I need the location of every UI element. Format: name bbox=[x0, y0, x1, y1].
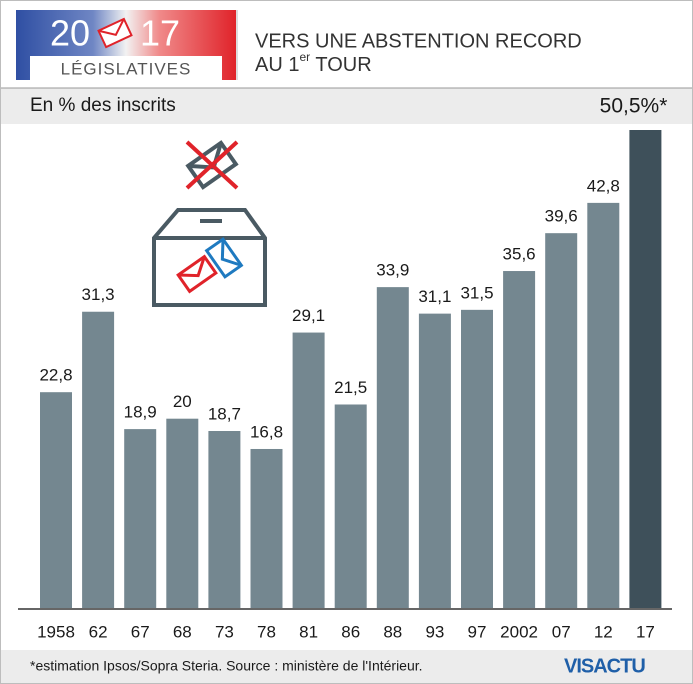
value-label: 18,9 bbox=[124, 403, 157, 422]
x-tick-label: 93 bbox=[425, 622, 444, 641]
title-sup: er bbox=[299, 50, 310, 64]
bar bbox=[293, 333, 325, 608]
value-label: 39,6 bbox=[545, 207, 578, 226]
bar bbox=[251, 449, 283, 608]
chart: 20 17 LÉGISLATIVES VERS UNE ABSTENTION R… bbox=[0, 0, 693, 684]
x-tick-label: 1958 bbox=[37, 622, 75, 641]
bar bbox=[166, 419, 198, 608]
value-label: 16,8 bbox=[250, 422, 283, 441]
value-label: 21,5 bbox=[334, 378, 367, 397]
bar bbox=[419, 314, 451, 608]
x-tick-label: 81 bbox=[299, 622, 318, 641]
value-label: 31,1 bbox=[418, 287, 451, 306]
bar bbox=[629, 130, 661, 608]
value-label: 22,8 bbox=[39, 366, 72, 385]
year-right: 17 bbox=[140, 13, 180, 54]
value-label: 50,5%* bbox=[600, 95, 668, 118]
x-tick-label: 97 bbox=[468, 622, 487, 641]
x-tick-label: 17 bbox=[636, 622, 655, 641]
x-tick-label: 73 bbox=[215, 622, 234, 641]
value-label: 31,5 bbox=[460, 283, 493, 302]
bar bbox=[208, 431, 240, 608]
bar bbox=[40, 392, 72, 608]
year-left: 20 bbox=[50, 13, 90, 54]
value-label: 31,3 bbox=[82, 285, 115, 304]
bar bbox=[124, 429, 156, 608]
bar bbox=[377, 287, 409, 608]
bar bbox=[82, 312, 114, 608]
x-tick-label: 07 bbox=[552, 622, 571, 641]
title-line2: AU 1er TOUR bbox=[255, 50, 372, 76]
title-line1: VERS UNE ABSTENTION RECORD bbox=[255, 30, 582, 52]
value-label: 35,6 bbox=[503, 245, 536, 264]
bar bbox=[545, 233, 577, 608]
x-tick-label: 86 bbox=[341, 622, 360, 641]
x-tick-label: 78 bbox=[257, 622, 276, 641]
value-label: 20 bbox=[173, 392, 192, 411]
value-label: 42,8 bbox=[587, 176, 620, 195]
subtitle: En % des inscrits bbox=[30, 95, 176, 116]
bar bbox=[587, 203, 619, 608]
x-tick-label: 62 bbox=[89, 622, 108, 641]
bar bbox=[461, 310, 493, 608]
x-tick-label: 68 bbox=[173, 622, 192, 641]
title-part: TOUR bbox=[310, 54, 372, 76]
title-part: AU 1 bbox=[255, 54, 299, 76]
x-tick-label: 88 bbox=[383, 622, 402, 641]
footer-note: *estimation Ipsos/Sopra Steria. Source :… bbox=[30, 658, 423, 674]
x-tick-label: 12 bbox=[594, 622, 613, 641]
x-tick-label: 2002 bbox=[500, 622, 538, 641]
x-tick-label: 67 bbox=[131, 622, 150, 641]
bar bbox=[503, 271, 535, 608]
header-label: LÉGISLATIVES bbox=[61, 59, 192, 78]
value-label: 33,9 bbox=[376, 261, 409, 280]
logo: VISACTU bbox=[564, 655, 645, 677]
bar bbox=[335, 404, 367, 608]
value-label: 29,1 bbox=[292, 306, 325, 325]
value-label: 18,7 bbox=[208, 404, 241, 423]
